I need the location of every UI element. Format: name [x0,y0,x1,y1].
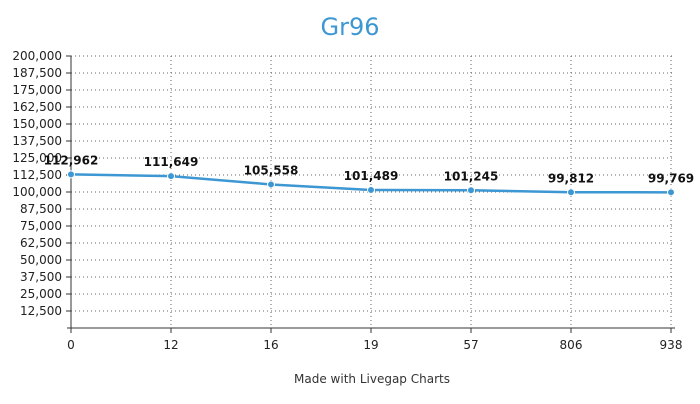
x-tick-label: 57 [463,338,478,352]
y-tick-label: 187,500 [12,66,62,80]
y-tick-label: 162,500 [12,100,62,114]
y-tick-label: 87,500 [20,202,62,216]
y-tick-label: 150,000 [12,117,62,131]
data-labels: 112,962 111,649 105,558 101,489 101,245 99,81… [44,153,694,185]
data-point [567,188,575,197]
data-point [67,170,75,179]
data-label: 101,245 [444,169,499,183]
data-label: 99,812 [548,171,594,185]
data-label: 99,769 [648,171,694,185]
y-tick-label: 50,000 [20,253,62,267]
data-point [667,188,675,197]
data-label: 101,489 [344,169,399,183]
footer-caption: Made with Livegap Charts [294,372,450,386]
y-tick-label: 100,000 [12,185,62,199]
x-tick-label: 0 [67,338,75,352]
data-point [267,180,275,189]
data-point [167,172,175,181]
y-tick-label: 25,000 [20,287,62,301]
x-tick-label: 12 [163,338,178,352]
y-tick-label: 125,000 [12,151,62,165]
x-tick-label: 19 [363,338,378,352]
x-tick-label: 16 [263,338,278,352]
axes [66,55,675,333]
data-label: 111,649 [144,155,199,169]
data-label: 105,558 [244,163,299,177]
x-tick-labels: 0 12 16 19 57 806 938 [67,338,682,352]
y-tick-label: 37,500 [20,270,62,284]
y-tick-label: 137,500 [12,134,62,148]
y-tick-label: 62,500 [20,236,62,250]
y-tick-label: 200,000 [12,49,62,63]
y-tick-labels: 12,500 25,000 37,500 50,000 62,500 75,000 87,5… [12,49,62,318]
y-tick-label: 112,500 [12,168,62,182]
data-point [467,186,475,195]
x-tick-label: 806 [560,338,583,352]
chart-title: Gr96 [320,13,379,41]
y-tick-label: 175,000 [12,83,62,97]
data-label: 112,962 [44,153,99,167]
x-tick-label: 938 [660,338,683,352]
grid-lines [71,55,675,332]
y-tick-label: 75,000 [20,219,62,233]
data-point [367,185,375,194]
y-tick-label: 12,500 [20,304,62,318]
series [67,170,675,197]
